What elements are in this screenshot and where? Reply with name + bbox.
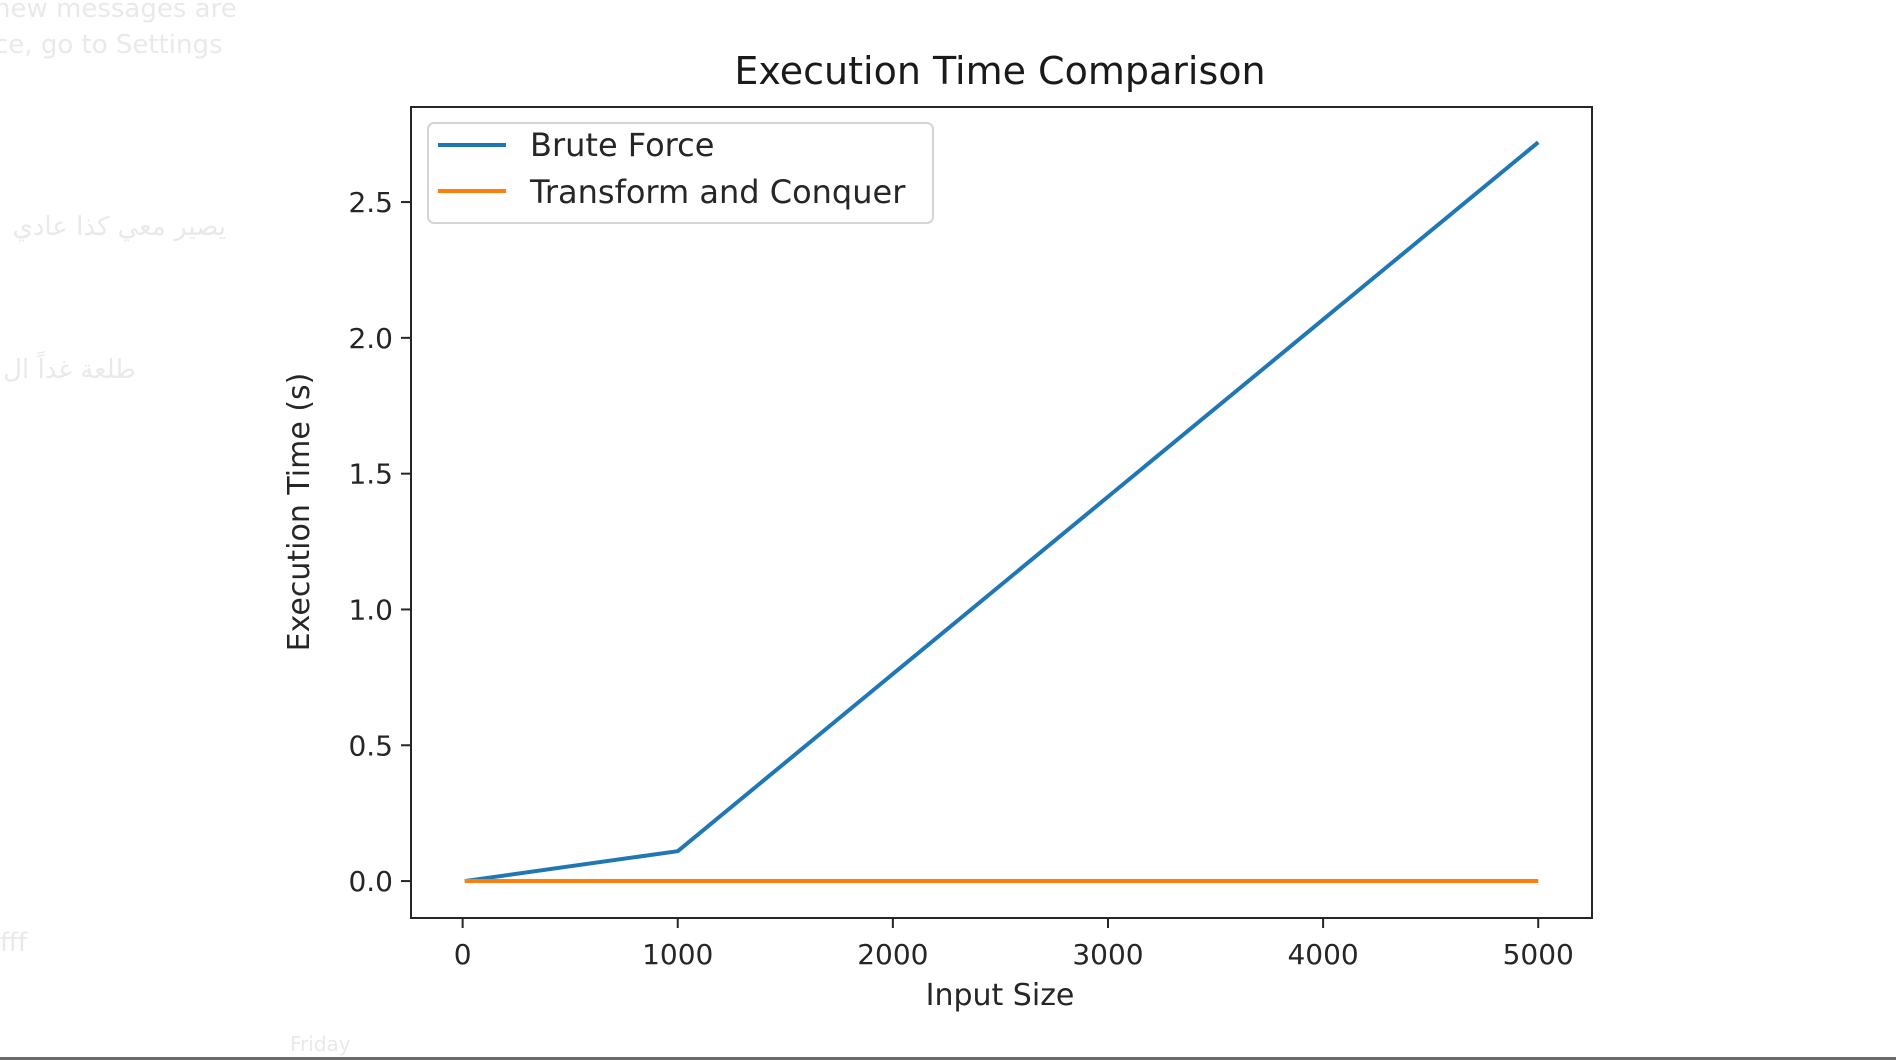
window-bottom-border: [0, 1057, 1896, 1060]
ghost-text-3: يصير معي كذا عادي: [12, 212, 226, 242]
x-tick-label: 0: [454, 938, 472, 971]
y-tick-label: 1.0: [348, 593, 393, 626]
y-axis: 0.0 0.5 1.0 1.5 2.0 2.5: [348, 186, 411, 898]
x-tick-label: 2000: [857, 938, 928, 971]
y-tick-label: 0.0: [348, 865, 393, 898]
x-tick-label: 5000: [1503, 938, 1574, 971]
plot-area-frame: [410, 106, 1593, 919]
ghost-text-2: ce, go to Settings: [0, 30, 223, 60]
x-tick-label: 4000: [1287, 938, 1358, 971]
legend: Brute Force Transform and Conquer: [427, 122, 934, 224]
y-tick-label: 2.5: [348, 186, 393, 219]
chart-title: Execution Time Comparison: [734, 49, 1265, 93]
x-tick-label: 3000: [1072, 938, 1143, 971]
ghost-text-6: Friday: [290, 1032, 351, 1056]
legend-label-brute-force: Brute Force: [530, 126, 714, 164]
ghost-text-1: new messages are: [0, 0, 237, 24]
series-line-brute-force: [464, 140, 1540, 884]
legend-box: [427, 122, 934, 224]
y-tick-label: 2.0: [348, 322, 393, 355]
x-axis-title: Input Size: [926, 978, 1075, 1013]
y-axis-title: Execution Time (s): [282, 373, 317, 652]
legend-label-transform-and-conquer: Transform and Conquer: [529, 173, 906, 211]
ghost-text-4: طلعة غداً ال: [3, 355, 136, 385]
y-tick-label: 1.5: [348, 458, 393, 491]
x-tick-label: 1000: [642, 938, 713, 971]
ghost-text-5: fff: [0, 928, 28, 958]
x-axis: 0 1000 2000 3000 4000 5000: [454, 918, 1574, 971]
y-tick-label: 0.5: [348, 729, 393, 762]
series-layer: [464, 140, 1540, 884]
